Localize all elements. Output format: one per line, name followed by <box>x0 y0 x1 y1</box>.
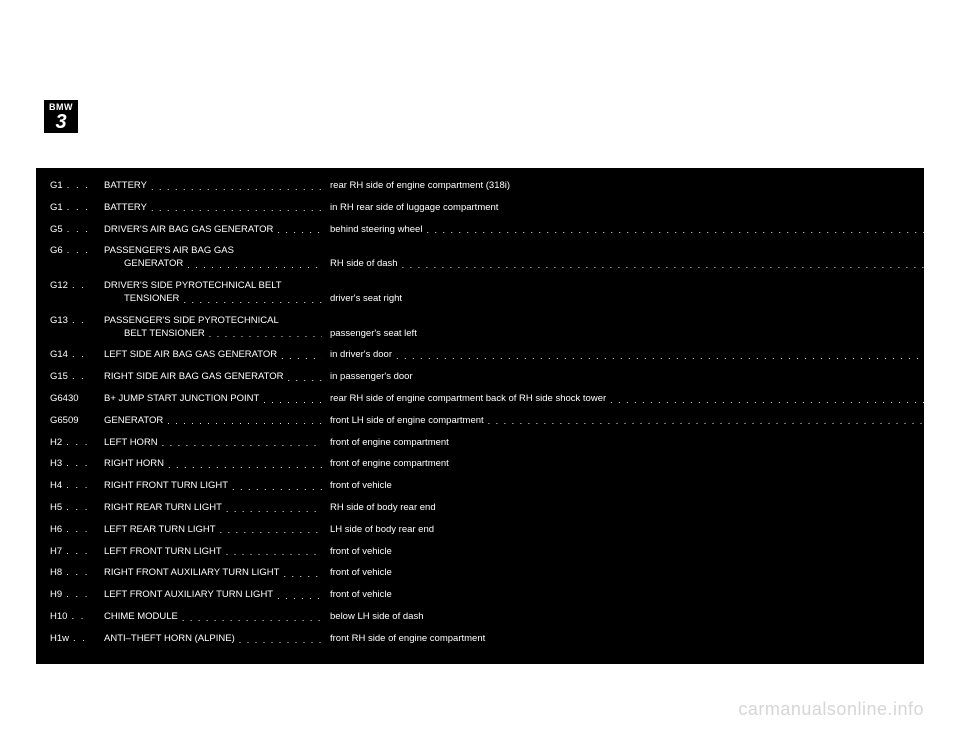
table-row: H8. . .RIGHT FRONT AUXILIARY TURN LIGHT.… <box>50 567 910 580</box>
component-name: BATTERY. . . . . . . . . . . . . . . . .… <box>104 180 330 193</box>
component-id: G14. . <box>50 349 104 362</box>
table-row: H4. . .RIGHT FRONT TURN LIGHT. . . . . .… <box>50 480 910 493</box>
component-id: H8. . . <box>50 567 104 580</box>
table-row: H10. .CHIME MODULE. . . . . . . . . . . … <box>50 611 910 624</box>
component-location: passenger's seat left <box>330 315 866 341</box>
table-row: G13. .PASSENGER'S SIDE PYROTECHNICALBELT… <box>50 315 910 341</box>
component-location: front RH side of engine compartment <box>330 633 866 646</box>
component-id: H5. . . <box>50 502 104 515</box>
component-location: RH side of dash. . . . . . . . . . . . .… <box>330 245 960 271</box>
component-id: G1. . . <box>50 202 104 215</box>
component-index-table: G1. . .BATTERY. . . . . . . . . . . . . … <box>36 168 924 664</box>
component-name: BATTERY. . . . . . . . . . . . . . . . .… <box>104 202 330 215</box>
component-name: ANTI–THEFT HORN (ALPINE). . . . . . . . … <box>104 633 330 646</box>
table-row: H6. . .LEFT REAR TURN LIGHT. . . . . . .… <box>50 524 910 537</box>
component-id: H7. . . <box>50 546 104 559</box>
table-row: G12. .DRIVER'S SIDE PYROTECHNICAL BELTTE… <box>50 280 910 306</box>
component-name: RIGHT FRONT TURN LIGHT. . . . . . . . . … <box>104 480 330 493</box>
table-row: H3. . .RIGHT HORN. . . . . . . . . . . .… <box>50 458 910 471</box>
component-location: front LH side of engine compartment. . .… <box>330 415 960 428</box>
watermark-text: carmanualsonline.info <box>738 699 924 720</box>
component-name: GENERATOR. . . . . . . . . . . . . . . .… <box>104 415 330 428</box>
page-ref <box>866 315 910 328</box>
component-name: LEFT HORN. . . . . . . . . . . . . . . .… <box>104 437 330 450</box>
component-location: front of vehicle <box>330 589 866 602</box>
table-row: G1. . .BATTERY. . . . . . . . . . . . . … <box>50 180 910 193</box>
component-location: front of engine compartment <box>330 458 866 471</box>
component-location: LH side of body rear end <box>330 524 866 537</box>
component-name: RIGHT HORN. . . . . . . . . . . . . . . … <box>104 458 330 471</box>
component-id: G6. . . <box>50 245 104 258</box>
component-id: H6. . . <box>50 524 104 537</box>
component-name: LEFT REAR TURN LIGHT. . . . . . . . . . … <box>104 524 330 537</box>
component-location: front of vehicle <box>330 480 866 493</box>
component-name: LEFT FRONT TURN LIGHT. . . . . . . . . .… <box>104 546 330 559</box>
logo-bottom-text: 3 <box>44 113 78 133</box>
table-row: G6430B+ JUMP START JUNCTION POINT. . . .… <box>50 393 910 406</box>
table-row: H2. . .LEFT HORN. . . . . . . . . . . . … <box>50 437 910 450</box>
component-name: PASSENGER'S SIDE PYROTECHNICALBELT TENSI… <box>104 315 330 341</box>
component-id: G12. . <box>50 280 104 293</box>
table-row: H9. . .LEFT FRONT AUXILIARY TURN LIGHT. … <box>50 589 910 602</box>
table-row: G5. . .DRIVER'S AIR BAG GAS GENERATOR. .… <box>50 224 910 237</box>
component-id: H4. . . <box>50 480 104 493</box>
component-id: G6430 <box>50 393 104 406</box>
component-id: H10. . <box>50 611 104 624</box>
component-id: G15. . <box>50 371 104 384</box>
component-name: LEFT SIDE AIR BAG GAS GENERATOR. . . . .… <box>104 349 330 362</box>
table-row: H5. . .RIGHT REAR TURN LIGHT. . . . . . … <box>50 502 910 515</box>
component-name: RIGHT SIDE AIR BAG GAS GENERATOR. . . . … <box>104 371 330 384</box>
component-location: rear RH side of engine compartment back … <box>330 393 960 406</box>
component-id: G5. . . <box>50 224 104 237</box>
component-location: front of vehicle <box>330 546 866 559</box>
component-location: in driver's door. . . . . . . . . . . . … <box>330 349 960 362</box>
component-location: front of vehicle <box>330 567 866 580</box>
table-row: G14. .LEFT SIDE AIR BAG GAS GENERATOR. .… <box>50 349 910 362</box>
component-name: B+ JUMP START JUNCTION POINT. . . . . . … <box>104 393 330 406</box>
component-location: front of engine compartment <box>330 437 866 450</box>
component-location: in passenger's door <box>330 371 866 384</box>
table-row: G1. . .BATTERY. . . . . . . . . . . . . … <box>50 202 910 215</box>
page: BMW 3 G1. . .BATTERY. . . . . . . . . . … <box>0 0 960 742</box>
component-name: RIGHT FRONT AUXILIARY TURN LIGHT. . . . … <box>104 567 330 580</box>
component-id: H9. . . <box>50 589 104 602</box>
component-id: G6509 <box>50 415 104 428</box>
component-location: driver's seat right <box>330 280 866 306</box>
component-location: below LH side of dash <box>330 611 866 624</box>
table-row: G6. . .PASSENGER'S AIR BAG GASGENERATOR.… <box>50 245 910 271</box>
table-row: H7. . .LEFT FRONT TURN LIGHT. . . . . . … <box>50 546 910 559</box>
component-location: RH side of body rear end <box>330 502 866 515</box>
component-location: rear RH side of engine compartment (318i… <box>330 180 866 193</box>
component-id: G1. . . <box>50 180 104 193</box>
component-id: G13. . <box>50 315 104 328</box>
bmw-3-logo: BMW 3 <box>44 100 78 133</box>
component-location: in RH rear side of luggage compartment <box>330 202 866 215</box>
component-location: behind steering wheel. . . . . . . . . .… <box>330 224 960 237</box>
component-name: DRIVER'S AIR BAG GAS GENERATOR. . . . . … <box>104 224 330 237</box>
component-name: RIGHT REAR TURN LIGHT. . . . . . . . . .… <box>104 502 330 515</box>
component-id: H3. . . <box>50 458 104 471</box>
table-row: G15. .RIGHT SIDE AIR BAG GAS GENERATOR. … <box>50 371 910 384</box>
page-ref <box>866 280 910 293</box>
table-row: H1w. .ANTI–THEFT HORN (ALPINE). . . . . … <box>50 633 910 646</box>
component-name: PASSENGER'S AIR BAG GASGENERATOR. . . . … <box>104 245 330 271</box>
component-name: DRIVER'S SIDE PYROTECHNICAL BELTTENSIONE… <box>104 280 330 306</box>
component-name: CHIME MODULE. . . . . . . . . . . . . . … <box>104 611 330 624</box>
table-row: G6509GENERATOR. . . . . . . . . . . . . … <box>50 415 910 428</box>
component-name: LEFT FRONT AUXILIARY TURN LIGHT. . . . .… <box>104 589 330 602</box>
component-id: H2. . . <box>50 437 104 450</box>
component-id: H1w. . <box>50 633 104 646</box>
